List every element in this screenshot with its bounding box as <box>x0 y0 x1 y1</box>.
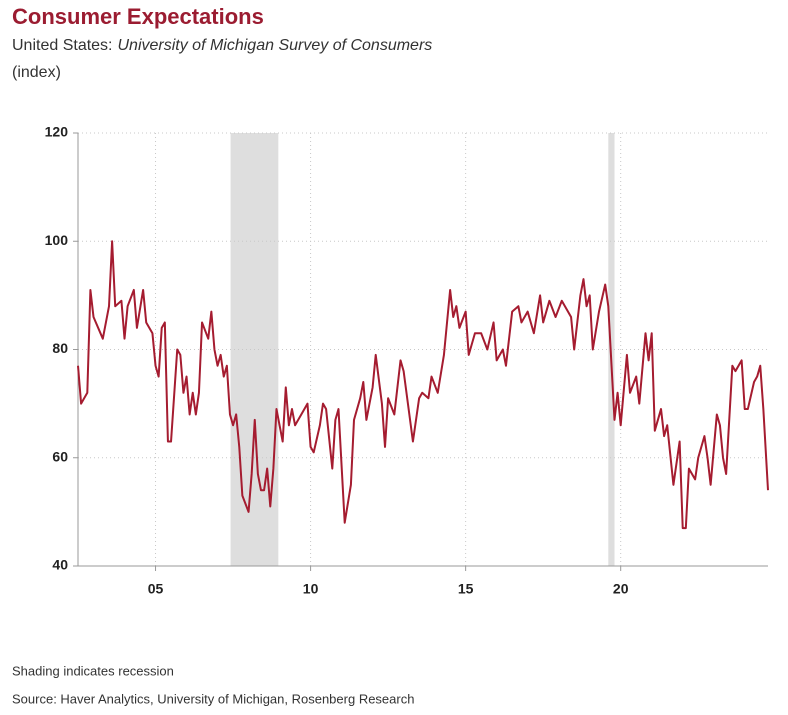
chart-title: Consumer Expectations <box>12 4 264 29</box>
y-tick-label: 120 <box>45 124 69 140</box>
note: Shading indicates recession <box>12 663 174 678</box>
source-note: Source: Haver Analytics, University of M… <box>12 691 414 706</box>
y-axis-label: (index) <box>12 64 61 81</box>
chart-subtitle: United States: University of Michigan Sur… <box>12 37 432 54</box>
subtitle-source: University of Michigan Survey of Consume… <box>118 37 433 54</box>
y-tick-label: 100 <box>45 232 69 248</box>
data-line <box>77 240 769 530</box>
x-tick-label: 05 <box>148 581 164 597</box>
x-tick-label: 10 <box>303 581 319 597</box>
x-tick-label: 15 <box>458 581 474 597</box>
y-tick-label: 60 <box>52 448 68 464</box>
subtitle-region: United States: <box>12 37 113 54</box>
y-tick-label: 40 <box>52 557 68 573</box>
y-tick-label: 80 <box>52 340 68 356</box>
x-tick-label: 20 <box>613 581 629 597</box>
